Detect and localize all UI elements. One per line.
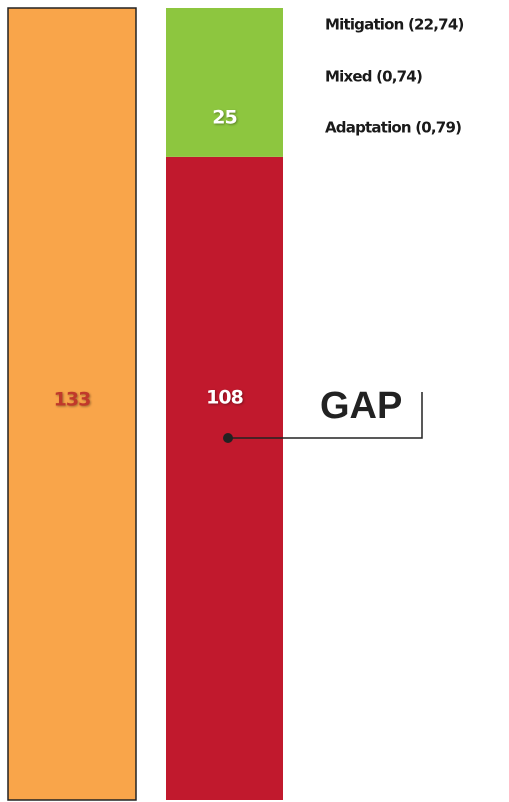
- bars: 133 108 25: [7, 7, 283, 801]
- value-label: 133: [54, 389, 91, 411]
- gap-dot: [223, 433, 233, 443]
- bar-segment: [166, 8, 283, 157]
- value-label: 25: [212, 107, 236, 129]
- legend-text: Mixed (0,74): [325, 68, 422, 86]
- gap-label: GAP: [320, 385, 402, 427]
- bar-segment: [166, 156, 283, 800]
- legend-text: Adaptation (0,79): [325, 119, 461, 137]
- value-label: 108: [206, 387, 243, 409]
- legend-text: Mitigation (22,74): [325, 16, 464, 34]
- gap-connector: [228, 392, 423, 439]
- bar-segment: [7, 7, 137, 801]
